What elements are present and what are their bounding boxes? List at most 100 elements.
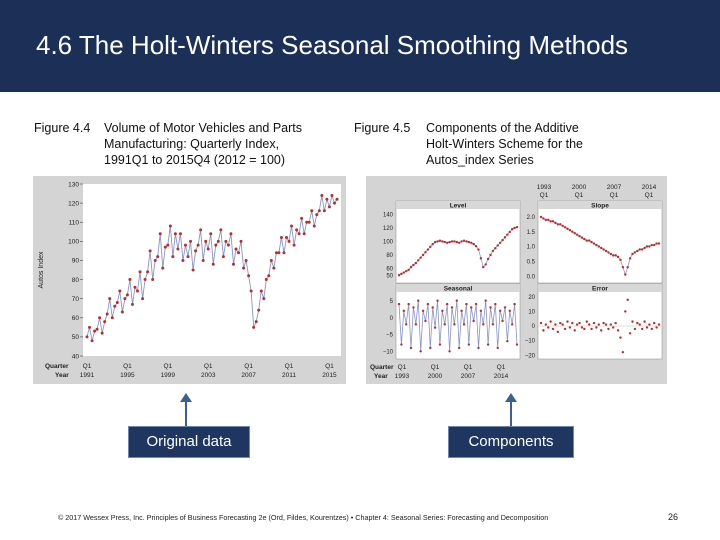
data-point [98,316,102,320]
x-tick-label: Q1 [464,364,473,371]
data-point [583,237,586,241]
data-point [515,343,519,346]
data-point [110,316,114,320]
data-point [426,302,430,306]
data-point [204,239,208,243]
data-point [501,319,504,323]
data-point [441,240,444,243]
top-axis-label: 1993 [537,184,552,191]
data-point [330,193,334,197]
figure-left-number: Figure 4.4 [34,121,91,135]
data-point [239,239,243,243]
x-tick-label: Q1 [123,363,132,370]
data-point [486,257,490,261]
data-point [616,255,620,259]
data-point [607,251,610,254]
data-point [272,266,276,270]
data-point [93,329,97,333]
y-tick-label: 5 [390,299,394,305]
data-point [549,220,552,223]
data-point [462,323,466,326]
data-point [467,240,471,244]
data-point [201,258,205,262]
data-point [85,335,89,339]
data-point [254,320,258,324]
data-point [412,306,415,309]
data-point [561,224,564,227]
data-point [600,329,603,332]
data-point [628,257,632,260]
data-point [640,248,644,251]
data-point [115,300,119,304]
data-point [279,236,283,240]
data-point [221,255,225,259]
data-point [580,326,584,329]
data-point [609,323,613,326]
data-point [183,243,187,247]
data-point [474,244,478,248]
y-tick-label: 60 [386,267,393,273]
data-point [120,310,124,314]
data-point [652,243,656,247]
data-point [465,302,468,306]
data-point [508,230,511,234]
y-tick-label: 100 [68,239,79,246]
data-point [650,327,653,331]
x-axis-row-label: Year [55,372,69,379]
data-point [158,232,162,236]
data-point [566,227,569,230]
data-point [494,246,497,250]
data-point [645,326,649,329]
data-point [325,197,329,201]
data-point [539,215,543,219]
data-point [494,302,497,306]
data-point [549,320,552,323]
data-point [474,302,478,306]
data-point [448,350,451,353]
data-point [477,248,480,251]
data-point [624,310,627,313]
x-axis-row-label: Quarter [370,364,394,371]
callout-components: Components [448,426,574,458]
y-tick-label: 1.5 [527,230,536,236]
data-point [563,327,567,331]
data-point [575,323,579,326]
data-point [199,228,203,232]
data-point [229,232,233,236]
x-axis-row-label: Year [374,373,388,380]
top-axis-label: Q1 [575,192,584,199]
data-point [503,236,507,239]
top-axis-label: Q1 [610,192,619,199]
data-point [489,306,492,309]
series-line [398,300,518,352]
data-point [300,216,304,220]
data-point [559,223,562,226]
data-point [479,257,483,260]
data-point [252,325,256,329]
y-tick-label: 130 [68,181,79,188]
y-tick-label: −10 [383,349,394,355]
top-axis-label: 2000 [572,184,587,191]
data-point [259,289,263,293]
data-point [503,306,507,309]
data-point [621,266,625,269]
data-point [472,319,475,323]
data-point [648,245,651,248]
x-tick-label: Q1 [204,363,213,370]
x-tick-label: Q1 [163,363,172,370]
data-point [424,251,427,254]
data-point [640,327,644,331]
data-point [616,329,620,332]
data-point [219,228,223,232]
data-point [554,323,557,326]
data-point [539,321,543,325]
data-point [168,224,172,228]
data-point [453,323,456,326]
data-point [551,327,555,331]
data-point [544,323,548,326]
data-point [433,240,437,244]
data-point [141,297,145,301]
data-point [484,263,487,266]
slide-header: 4.6 The Holt-Winters Seasonal Smoothing … [0,0,720,92]
